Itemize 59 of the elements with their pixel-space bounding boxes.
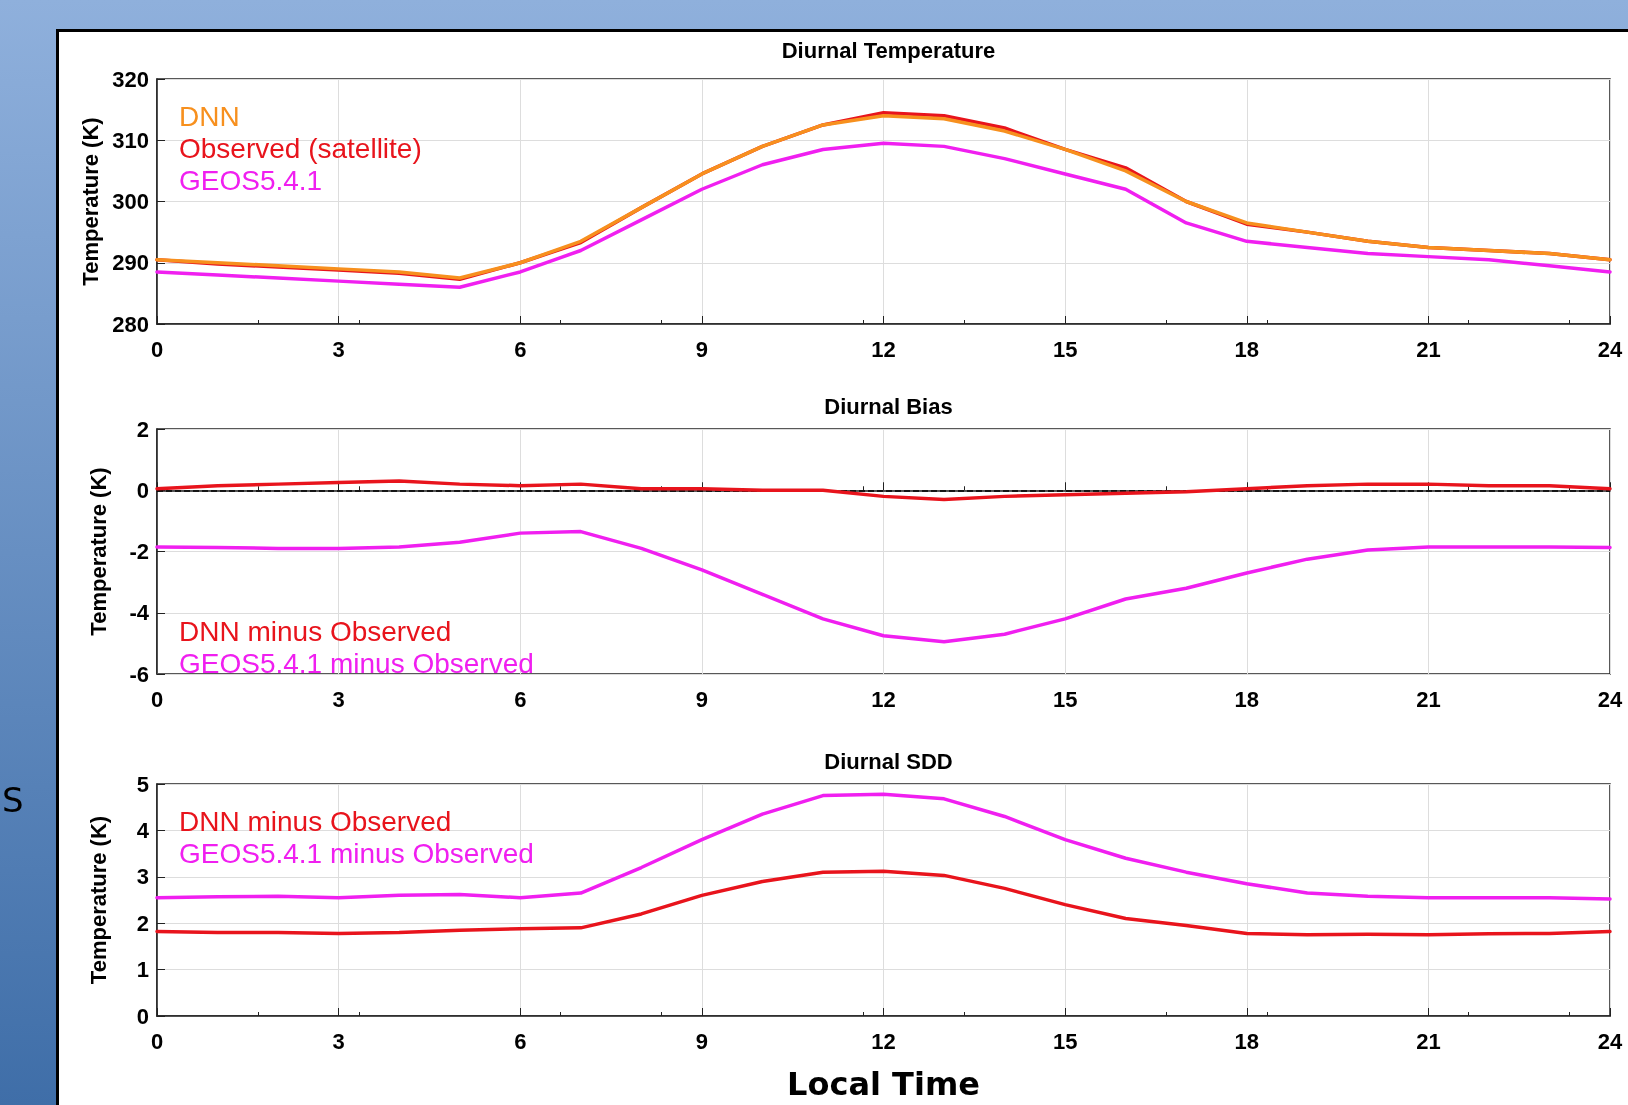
text: DNN minus Observed xyxy=(179,615,452,647)
x-tick-label: 24 xyxy=(1597,686,1623,712)
y-tick-label: 0 xyxy=(136,1003,149,1029)
y-tick-label: -4 xyxy=(129,600,150,626)
x-tick-label: 12 xyxy=(871,686,896,712)
y-tick-label: 1 xyxy=(136,957,149,983)
x-tick-label: 9 xyxy=(695,686,708,712)
text: DNN minus Observed xyxy=(179,805,452,837)
x-tick-label: 21 xyxy=(1416,686,1441,712)
y-tick-label: 320 xyxy=(112,66,149,92)
series-label: GEOS5.4.1 minus Observed xyxy=(179,837,534,869)
y-tick-label: -2 xyxy=(129,539,149,564)
chart-title: Diurnal Bias xyxy=(824,393,953,419)
x-tick-label: 18 xyxy=(1234,336,1259,362)
x-tick-label: 3 xyxy=(332,1028,345,1054)
y-tick-label: 300 xyxy=(112,189,149,214)
y-tick-label: 310 xyxy=(112,127,149,153)
x-tick-label: 3 xyxy=(332,336,345,362)
x-tick-label: 12 xyxy=(871,336,896,362)
y-tick-label: 5 xyxy=(136,771,149,797)
x-axis-title: Local Time xyxy=(787,1065,980,1103)
chart-title: Diurnal SDD xyxy=(824,748,953,774)
y-tick-label: -6 xyxy=(129,661,149,687)
y-axis-title: Temperature (K) xyxy=(77,117,103,286)
y-tick-label: 2 xyxy=(136,416,149,442)
x-tick-label: 9 xyxy=(695,1028,708,1054)
line-series xyxy=(155,479,1612,502)
x-tick-label: 15 xyxy=(1052,686,1078,712)
text: Observed (satellite) xyxy=(179,132,422,164)
x-tick-label: 15 xyxy=(1052,1028,1078,1054)
y-tick-label: 290 xyxy=(112,250,149,276)
text: GEOS5.4.1 xyxy=(179,164,323,196)
x-tick-label: 12 xyxy=(871,1028,896,1054)
x-tick-label: 24 xyxy=(1597,1028,1623,1054)
x-tick-label: 6 xyxy=(514,1028,527,1054)
y-tick-label: 280 xyxy=(112,311,149,337)
text: S xyxy=(2,780,24,820)
y-tick-label: 3 xyxy=(136,864,149,890)
y-tick-label: 0 xyxy=(136,477,149,503)
x-tick-label: 6 xyxy=(514,686,527,712)
x-tick-label: 15 xyxy=(1052,336,1078,362)
line-series xyxy=(155,529,1612,644)
text: DNN xyxy=(179,100,240,132)
chart-title: Diurnal Temperature xyxy=(781,37,996,63)
x-tick-label: 18 xyxy=(1234,686,1259,712)
x-tick-label: 18 xyxy=(1234,1028,1259,1054)
y-tick-label: 2 xyxy=(136,910,149,936)
x-tick-label: 24 xyxy=(1597,336,1623,362)
y-axis-title: Temperature (K) xyxy=(85,467,111,636)
x-tick-label: 21 xyxy=(1416,336,1441,362)
x-tick-label: 9 xyxy=(695,336,708,362)
x-tick-label: 3 xyxy=(332,686,345,712)
y-axis-title: Temperature (K) xyxy=(85,815,111,985)
x-tick-label: 6 xyxy=(514,336,527,362)
text: GEOS5.4.1 minus Observed xyxy=(179,647,534,679)
x-tick-label: 21 xyxy=(1416,1028,1441,1054)
line-series xyxy=(155,869,1612,937)
line-series xyxy=(155,792,1612,901)
y-tick-label: 4 xyxy=(136,817,150,843)
